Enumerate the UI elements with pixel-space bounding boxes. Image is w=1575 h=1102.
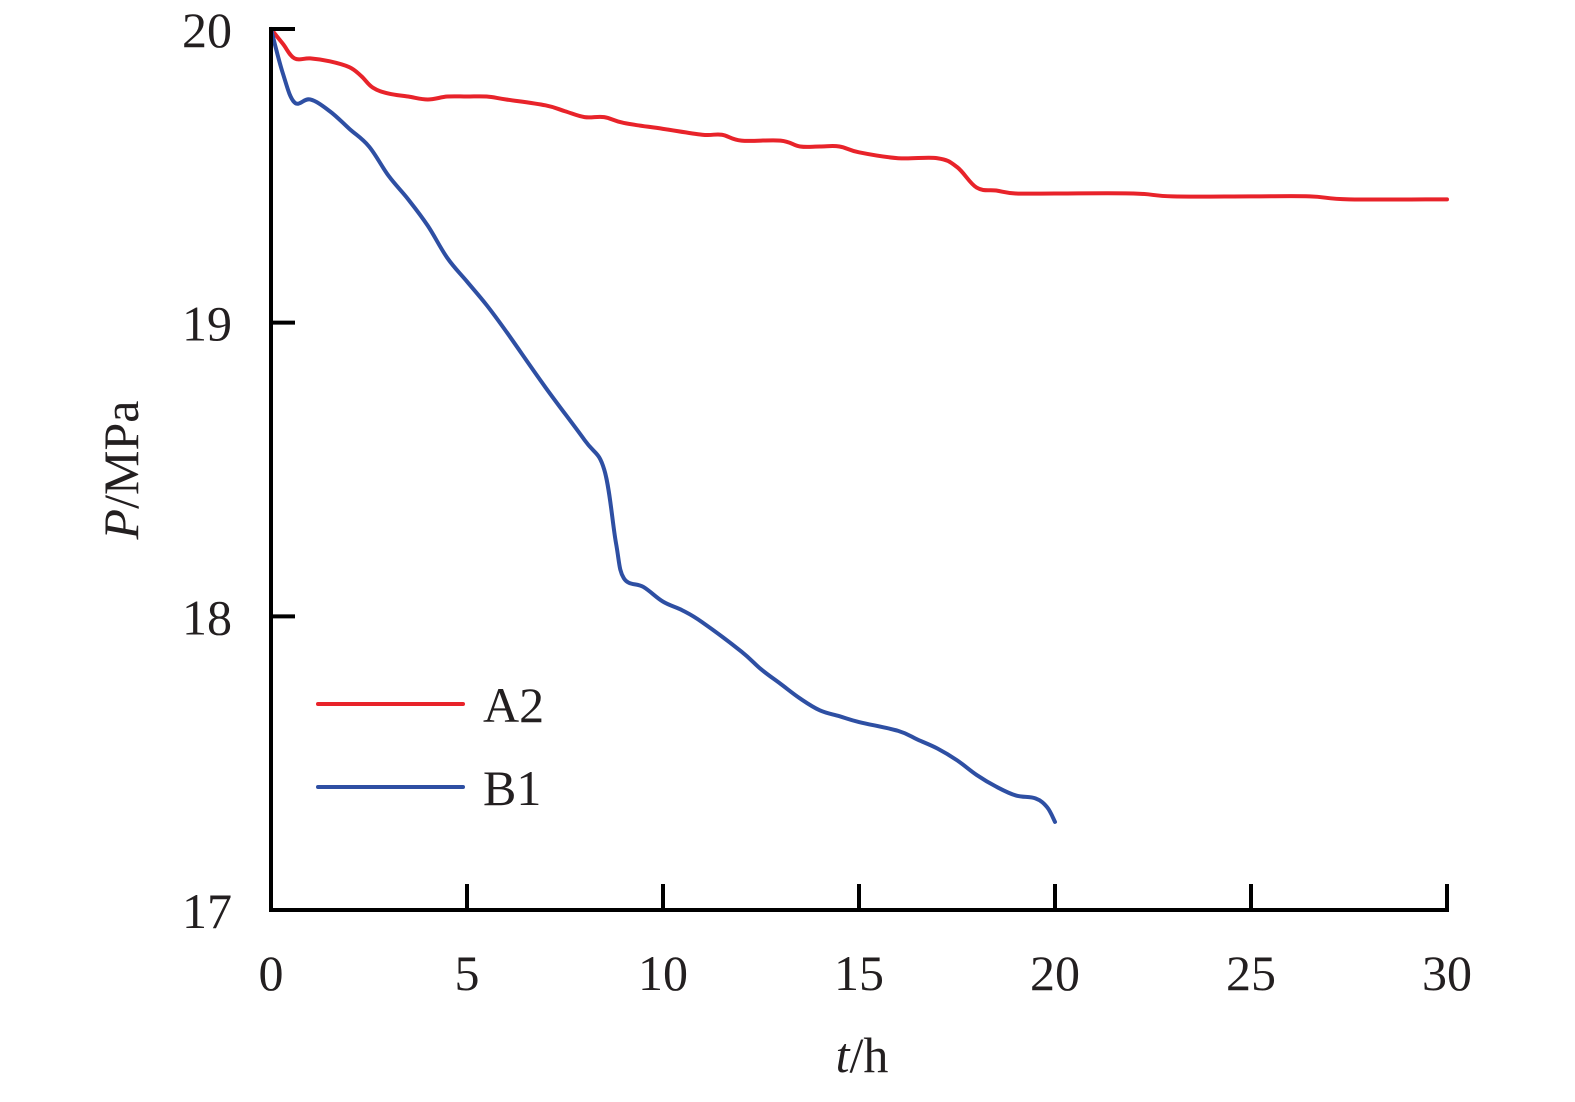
x-axis-title: t/h <box>836 1027 889 1083</box>
x-tick-label: 5 <box>455 945 480 1001</box>
series-line-b1 <box>269 27 1057 824</box>
y-tick-label: 17 <box>182 883 232 939</box>
y-axis-title-italic: P <box>93 509 149 541</box>
x-axis-title-unit: /h <box>850 1027 889 1083</box>
ticks-layer: 0 5 10 15 20 25 30 17 18 19 20 <box>182 2 1472 1001</box>
series-line-a2 <box>269 27 1449 202</box>
y-tick-label: 18 <box>182 589 232 645</box>
series-layer <box>269 27 1449 824</box>
y-tick-label: 19 <box>182 296 232 352</box>
x-tick-label: 10 <box>638 945 688 1001</box>
x-tick-label: 0 <box>259 945 284 1001</box>
x-axis-title-italic: t <box>836 1027 851 1083</box>
y-axis-title-unit: /MPa <box>93 401 149 509</box>
x-tick-label: 20 <box>1030 945 1080 1001</box>
legend-label-b1: B1 <box>483 760 541 816</box>
y-tick-label: 20 <box>182 2 232 58</box>
x-tick-label: 25 <box>1226 945 1276 1001</box>
axes-layer <box>269 27 1449 912</box>
y-axis-title: P/MPa <box>93 401 149 541</box>
legend-label-a2: A2 <box>483 677 544 733</box>
x-tick-label: 30 <box>1422 945 1472 1001</box>
x-tick-label: 15 <box>834 945 884 1001</box>
